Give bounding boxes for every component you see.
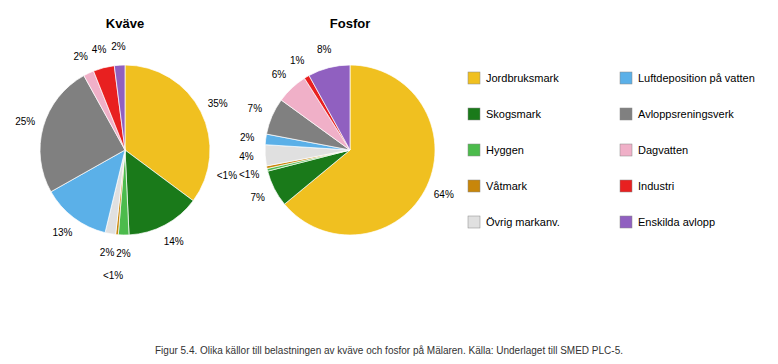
data-label: 14% <box>164 236 184 247</box>
data-label: 2% <box>73 51 88 62</box>
data-label: 25% <box>15 116 35 127</box>
data-label: 2% <box>116 248 131 259</box>
legend-label: Avloppsreningsverk <box>638 108 734 120</box>
data-labels: 64%7%<1%<1%4%2%7%6%1%8% <box>217 44 454 203</box>
pie: 35% 14% 2% <1% 2% 13% 25% 2% 4% 2% <box>15 41 228 281</box>
data-label: 1% <box>290 55 305 66</box>
legend-label: Dagvatten <box>638 144 688 156</box>
data-labels: 35% 14% 2% <1% 2% 13% 25% 2% 4% 2% <box>15 41 228 281</box>
legend-swatch <box>468 72 480 84</box>
legend-swatch <box>468 108 480 120</box>
data-label: 4% <box>239 151 254 162</box>
pie-slice <box>125 150 193 235</box>
data-label: 2% <box>111 41 126 52</box>
legend-swatch <box>468 144 480 156</box>
legend-swatch <box>620 216 632 228</box>
data-label: <1% <box>239 169 259 180</box>
legend-swatch <box>620 72 632 84</box>
data-label: 2% <box>240 132 255 143</box>
data-label: 13% <box>52 227 72 238</box>
pie-slice <box>114 65 125 150</box>
legend-label: Övrig markanv. <box>486 216 560 228</box>
pie-slice <box>94 66 125 150</box>
legend-swatch <box>468 216 480 228</box>
pie: 64%7%<1%<1%4%2%7%6%1%8% <box>217 44 454 235</box>
slices <box>40 65 210 235</box>
legend-label: Enskilda avlopp <box>638 216 715 228</box>
data-label: 4% <box>92 44 107 55</box>
data-label: <1% <box>103 270 123 281</box>
chart-title: Kväve <box>106 16 144 31</box>
data-label: <1% <box>217 170 237 181</box>
slices <box>265 65 435 235</box>
legend-label: Våtmark <box>486 180 527 192</box>
legend-label: Jordbruksmark <box>486 72 559 84</box>
legend-swatch <box>620 108 632 120</box>
data-label: 35% <box>208 98 228 109</box>
legend-swatch <box>620 144 632 156</box>
legend-label: Skogsmark <box>486 108 542 120</box>
legend-label: Hyggen <box>486 144 524 156</box>
data-label: 2% <box>100 247 115 258</box>
legend: Jordbruksmark Skogsmark Hyggen Våtmark Övrig… <box>468 72 755 228</box>
data-label: 6% <box>272 69 287 80</box>
caption: Figur 5.4. Olika källor till belastninge… <box>155 345 623 356</box>
legend-label: Industri <box>638 180 674 192</box>
data-label: 8% <box>317 44 332 55</box>
chart: 35%14%2%<1%2%13%25%2%4%2%Kväve64%7%<1%<1… <box>0 0 778 364</box>
legend-label: Luftdeposition på vatten <box>638 72 755 84</box>
chart-title: Fosfor <box>330 16 370 31</box>
legend-swatch <box>468 180 480 192</box>
data-label: 7% <box>248 103 263 114</box>
pie-slice <box>309 65 350 150</box>
legend-swatch <box>620 180 632 192</box>
data-label: 64% <box>434 189 454 200</box>
data-label: 7% <box>250 192 265 203</box>
